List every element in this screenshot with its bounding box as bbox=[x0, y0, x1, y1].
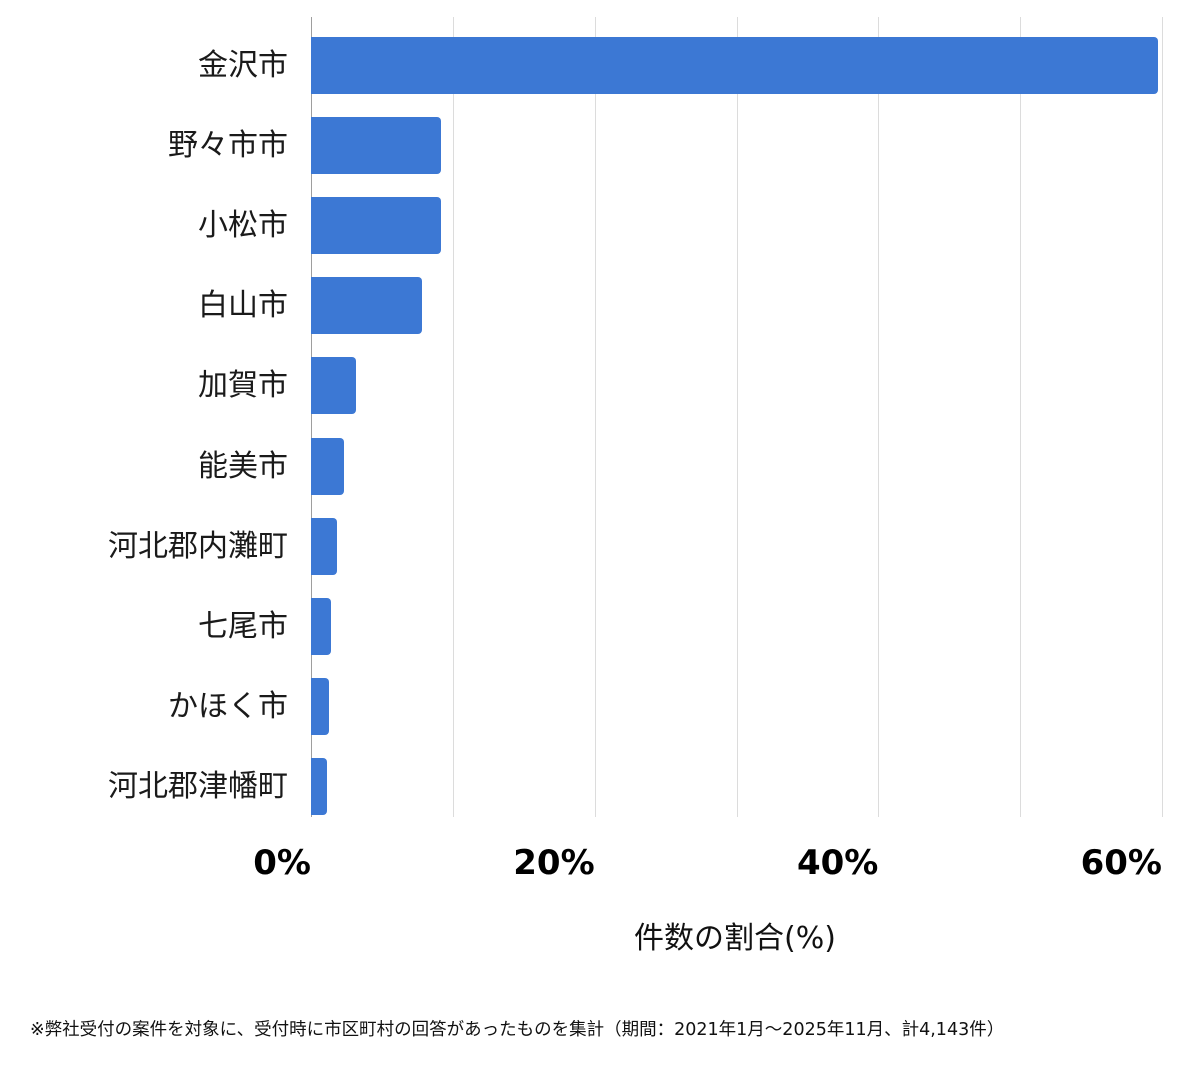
category-label: 小松市 bbox=[198, 208, 288, 244]
gridline bbox=[1020, 17, 1022, 817]
x-tick-label: 20% bbox=[513, 843, 595, 883]
footnote: ※弊社受付の案件を対象に、受付時に市区町村の回答があったものを集計（期間：202… bbox=[30, 1020, 1005, 1040]
gridline bbox=[452, 17, 454, 817]
bar bbox=[311, 197, 442, 255]
y-axis-line bbox=[311, 17, 312, 817]
category-label: 河北郡内灘町 bbox=[108, 528, 288, 564]
bar bbox=[311, 37, 1158, 94]
bar bbox=[311, 277, 422, 335]
x-axis-title: 件数の割合(%) bbox=[634, 921, 836, 956]
bar bbox=[311, 357, 357, 415]
x-tick-label: 0% bbox=[253, 843, 311, 883]
category-label: 金沢市 bbox=[198, 48, 288, 83]
category-label: 白山市 bbox=[198, 288, 288, 324]
gridline bbox=[594, 17, 596, 817]
category-label: 七尾市 bbox=[198, 608, 288, 644]
x-tick-label: 60% bbox=[1080, 843, 1162, 883]
gridline bbox=[878, 17, 880, 817]
gridline bbox=[1162, 17, 1163, 817]
bar bbox=[311, 677, 330, 735]
x-tick-label: 40% bbox=[796, 843, 879, 883]
category-label: かほく市 bbox=[168, 688, 288, 724]
bar bbox=[311, 757, 327, 815]
bar bbox=[311, 517, 337, 575]
gridline bbox=[736, 17, 738, 817]
bar bbox=[311, 597, 331, 655]
bar bbox=[311, 117, 442, 175]
bar bbox=[311, 437, 344, 495]
category-label: 能美市 bbox=[198, 448, 288, 484]
category-label: 河北郡津幡町 bbox=[108, 768, 288, 804]
category-label: 加賀市 bbox=[198, 368, 288, 404]
category-label: 野々市市 bbox=[168, 128, 288, 164]
